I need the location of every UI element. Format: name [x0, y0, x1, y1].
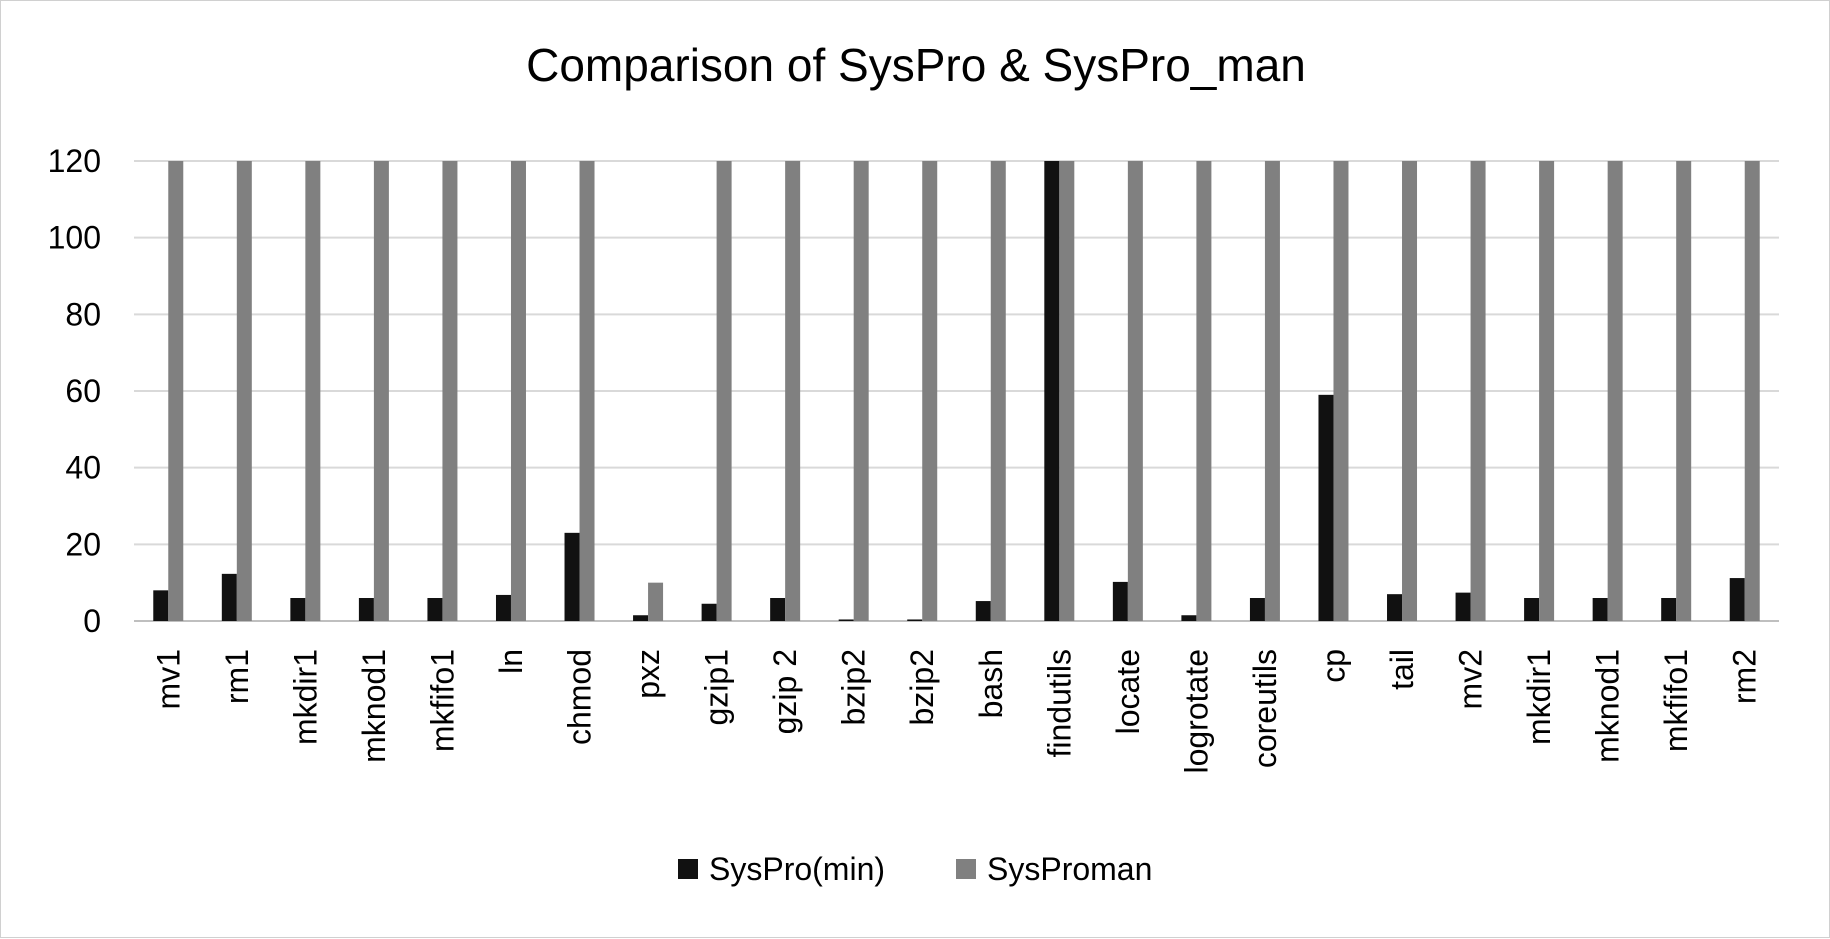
bar-sysproman	[648, 582, 664, 621]
bar-sysproman	[579, 161, 595, 621]
bar-sysproman	[785, 161, 801, 621]
x-tick-label: bzip2	[836, 649, 872, 726]
bar-sysproman	[1127, 161, 1143, 621]
x-tick-label: mv1	[150, 649, 186, 709]
bar-sysproman	[1539, 161, 1555, 621]
bar-sysproman	[1196, 161, 1212, 621]
bar-sysproman	[1607, 161, 1623, 621]
bar-sysproman	[1059, 161, 1075, 621]
bar-syspro-min	[358, 598, 374, 621]
x-tick-label: mv2	[1453, 649, 1489, 709]
x-tick-label: rm2	[1727, 649, 1763, 704]
legend-label: SysPro(min)	[709, 851, 885, 887]
legend-swatch	[678, 859, 698, 879]
bar-syspro-min	[1455, 592, 1471, 621]
y-tick-label: 80	[65, 296, 101, 332]
x-tick-label: cp	[1315, 649, 1351, 683]
bar-sysproman	[1402, 161, 1418, 621]
y-tick-label: 100	[48, 220, 101, 256]
legend-swatch	[956, 859, 976, 879]
y-tick-label: 120	[48, 143, 101, 179]
bar-syspro-min	[1318, 394, 1334, 621]
x-tick-label: ln	[493, 649, 529, 674]
x-tick-label: pxz	[630, 649, 666, 699]
bar-syspro-min	[290, 598, 306, 621]
x-tick-label: mkfifo1	[424, 649, 460, 752]
y-tick-label: 40	[65, 450, 101, 486]
bar-sysproman	[442, 161, 458, 621]
bar-syspro-min	[770, 598, 786, 621]
gridlines	[134, 160, 1779, 622]
x-tick-label: mknod1	[1590, 649, 1626, 763]
chart-title: Comparison of SysPro & SysPro_man	[526, 39, 1306, 91]
x-axis-ticks: mv1 rm1 mkdir1 mknod1 mkfifo1 ln chmod pxz gzip1…	[150, 649, 1762, 774]
x-tick-label: findutils	[1041, 649, 1077, 758]
x-tick-label: mknod1	[356, 649, 392, 763]
bar-syspro-min	[221, 573, 237, 621]
bar-sysproman	[510, 161, 526, 621]
bar-syspro-min	[701, 603, 717, 621]
x-tick-label: rm1	[219, 649, 255, 704]
bar-sysproman	[922, 161, 938, 621]
bar-syspro-min	[1249, 598, 1265, 621]
bar-syspro-min	[1729, 578, 1745, 621]
bar-sysproman	[236, 161, 252, 621]
bar-syspro-min	[1524, 598, 1540, 621]
x-tick-label: tail	[1384, 649, 1420, 690]
bar-syspro-min	[838, 619, 854, 621]
bar-syspro-min	[1112, 581, 1128, 621]
bar-sysproman	[1676, 161, 1692, 621]
x-tick-label: bash	[973, 649, 1009, 718]
legend: SysPro(min) SysProman	[678, 851, 1152, 887]
bars	[153, 161, 1760, 621]
bar-sysproman	[1470, 161, 1486, 621]
bar-syspro-min	[1387, 594, 1403, 621]
y-axis-ticks: 0 20 40 60 80 100 120	[48, 143, 101, 639]
x-tick-label: coreutils	[1247, 649, 1283, 768]
bar-syspro-min	[1044, 161, 1060, 621]
bar-sysproman	[1744, 161, 1760, 621]
bar-syspro-min	[907, 619, 923, 621]
bar-sysproman	[305, 161, 321, 621]
bar-sysproman	[716, 161, 732, 621]
bar-syspro-min	[495, 594, 511, 621]
bar-sysproman	[990, 161, 1006, 621]
x-tick-label: chmod	[562, 649, 598, 745]
bar-sysproman	[1333, 161, 1349, 621]
x-tick-label: gzip1	[699, 649, 735, 726]
x-tick-label: bzip2	[904, 649, 940, 726]
x-tick-label: gzip 2	[767, 649, 803, 734]
bar-syspro-min	[1592, 598, 1608, 621]
bar-syspro-min	[427, 598, 443, 621]
bar-syspro-min	[633, 615, 649, 621]
x-tick-label: mkdir1	[1521, 649, 1557, 745]
x-tick-label: logrotate	[1178, 649, 1214, 774]
y-tick-label: 60	[65, 373, 101, 409]
x-tick-label: locate	[1110, 649, 1146, 734]
y-tick-label: 0	[83, 603, 101, 639]
bar-syspro-min	[153, 590, 169, 621]
bar-sysproman	[853, 161, 869, 621]
bar-syspro-min	[564, 532, 580, 621]
x-tick-label: mkdir1	[287, 649, 323, 745]
bar-sysproman	[168, 161, 184, 621]
bar-syspro-min	[975, 601, 991, 621]
bar-syspro-min	[1661, 598, 1677, 621]
bar-sysproman	[373, 161, 389, 621]
bar-syspro-min	[1181, 615, 1197, 621]
x-tick-label: mkfifo1	[1658, 649, 1694, 752]
y-tick-label: 20	[65, 526, 101, 562]
legend-label: SysProman	[987, 851, 1152, 887]
bar-sysproman	[1264, 161, 1280, 621]
